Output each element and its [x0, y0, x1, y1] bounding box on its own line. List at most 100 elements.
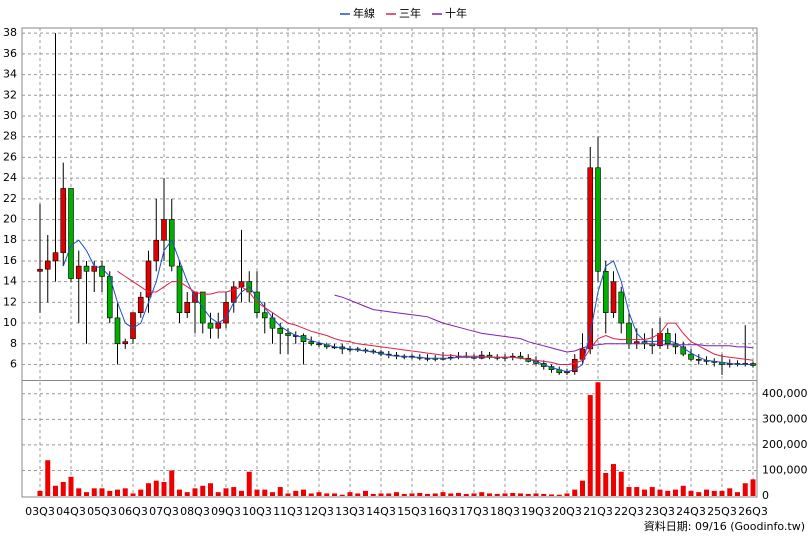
candle-body [83, 265, 90, 272]
volume-bar [417, 492, 423, 496]
volume-bar [239, 490, 244, 496]
y-tick-label: 20 [3, 213, 17, 226]
y-tick-label: 26 [3, 150, 17, 163]
volume-bar [184, 492, 190, 496]
volume-bar [370, 493, 376, 496]
y2-tick-label: 300,000 [762, 412, 808, 425]
volume-bar [339, 494, 345, 496]
y2-tick-label: 400,000 [762, 387, 808, 400]
candle-body [37, 268, 43, 272]
x-tick-label: 14Q3 [366, 505, 396, 518]
x-tick-label: 25Q3 [707, 505, 737, 518]
volume-bar [665, 490, 671, 496]
volume-bar [138, 489, 144, 496]
volume-bar [324, 493, 330, 496]
volume-bar [208, 483, 213, 496]
y-tick-label: 22 [3, 192, 17, 205]
volume-bar [541, 493, 547, 496]
volume-bar [60, 481, 66, 496]
x-tick-label: 09Q3 [211, 505, 241, 518]
x-tick-label: 18Q3 [490, 505, 520, 518]
candle-body [657, 333, 663, 347]
volume-bar [37, 490, 43, 496]
candle-body [285, 333, 291, 336]
volume-bar [130, 493, 136, 496]
x-tick-label: 13Q3 [335, 505, 365, 518]
volume-bar [719, 490, 725, 496]
volume-bar [45, 460, 51, 496]
volume-bar [161, 481, 167, 496]
volume-bar [177, 489, 182, 496]
volume-bar [270, 492, 275, 496]
y-tick-label: 38 [3, 26, 17, 39]
x-tick-label: 17Q3 [459, 505, 489, 518]
candle-body [60, 188, 67, 253]
x-tick-label: 11Q3 [273, 505, 303, 518]
volume-bar [688, 490, 694, 496]
candle-body [153, 239, 160, 262]
footnote: 資料日期: 09/16 (Goodinfo.tw) [644, 519, 805, 533]
x-tick-label: 16Q3 [428, 505, 458, 518]
y-tick-label: 14 [3, 275, 17, 288]
candle-body [626, 322, 632, 345]
candle-body [130, 312, 136, 339]
volume-bar [84, 492, 89, 496]
candle-body [215, 322, 222, 329]
volume-bar [750, 479, 756, 496]
candle-body [114, 317, 121, 345]
volume-bar [53, 485, 58, 496]
volume-bar [680, 485, 686, 496]
volume-bar [626, 487, 632, 496]
volume-bar [115, 489, 120, 496]
volume-bar [231, 487, 237, 496]
y-tick-label: 12 [3, 295, 17, 308]
y-tick-label: 24 [3, 171, 17, 184]
volume-bar [479, 492, 485, 496]
candle-body [610, 281, 617, 314]
volume-bar [518, 493, 523, 496]
y-tick-label: 6 [10, 357, 17, 370]
candle-body [68, 188, 74, 279]
candle-body [145, 260, 152, 298]
candle-body [137, 296, 144, 314]
candle-body [75, 265, 82, 279]
candle-body [618, 291, 625, 324]
volume-bar [587, 395, 593, 496]
volume-bar [347, 492, 353, 496]
volume-bar [525, 493, 531, 496]
y-tick-label: 30 [3, 109, 17, 122]
candle-body [672, 343, 679, 348]
volume-bar [463, 493, 469, 496]
y-tick-label: 32 [3, 88, 17, 101]
candle-body [122, 341, 129, 345]
volume-bar [580, 480, 585, 496]
x-tick-label: 26Q3 [738, 505, 768, 518]
volume-bar [262, 489, 268, 496]
volume-bar [99, 488, 105, 496]
volume-bar [246, 471, 252, 496]
volume-bar [285, 493, 291, 496]
y-tick-label: 10 [3, 316, 17, 329]
volume-bar [487, 493, 492, 496]
volume-bar [456, 492, 461, 496]
candle-body [316, 343, 322, 346]
volume-bar [735, 492, 740, 496]
volume-bar [200, 485, 206, 496]
x-tick-label: 23Q3 [645, 505, 675, 518]
volume-bar [642, 489, 647, 496]
volume-bar [704, 489, 709, 496]
candle-body [176, 265, 183, 314]
candle-body [44, 260, 51, 270]
x-tick-label: 07Q3 [149, 505, 179, 518]
candle-body [602, 270, 609, 314]
candle-body [261, 312, 268, 319]
volume-bar [564, 493, 570, 496]
legend-label: 十年 [445, 6, 467, 20]
ma-line [62, 239, 753, 373]
x-tick-label: 04Q3 [56, 505, 86, 518]
volume-bar [727, 488, 733, 496]
volume-bar [386, 493, 392, 496]
volume-bar [448, 493, 454, 496]
legend: 年線 三年 十年 [340, 6, 467, 20]
volume-bar [76, 488, 82, 496]
